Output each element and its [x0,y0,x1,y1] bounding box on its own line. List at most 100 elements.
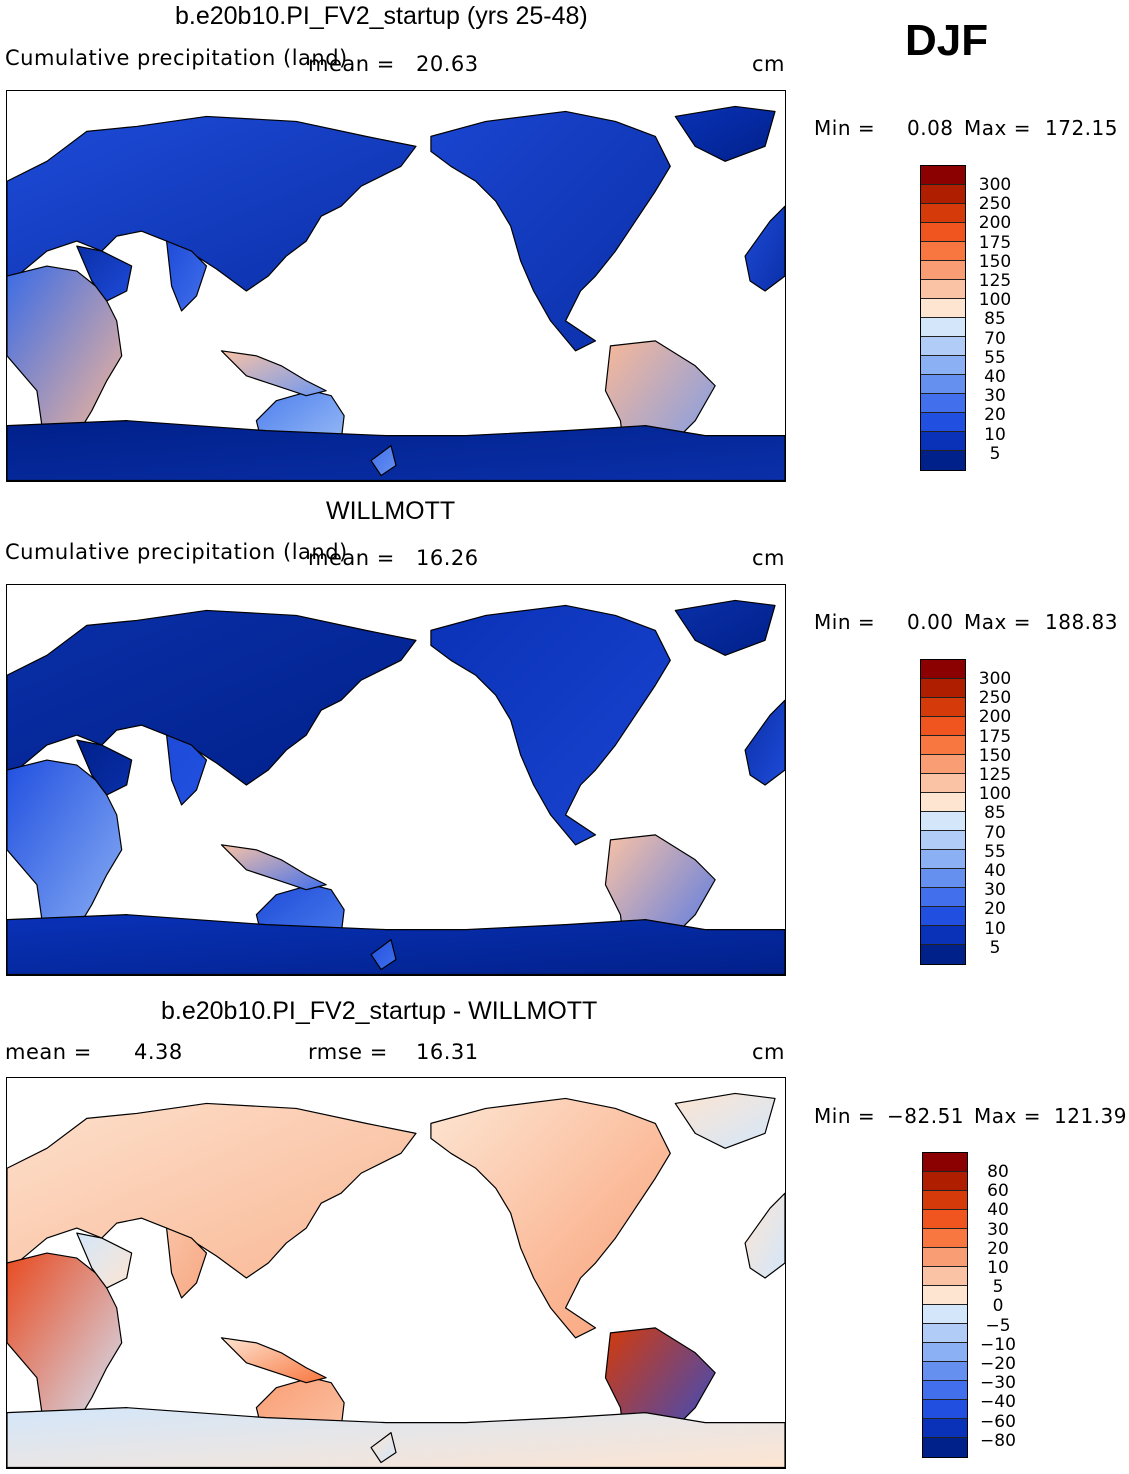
colorbar-tick-label: 175 [978,726,1012,747]
panel-3-min-value: −82.51 [887,1104,965,1128]
landmass-nz [370,444,397,477]
panel-1-max-value: 172.15 [1045,116,1118,140]
panel-2-max-label: Max = [964,610,1031,634]
colorbar-tick-label: 0 [992,1296,1004,1317]
panel-1-variable: Cumulative precipitation (land) [5,46,348,70]
panel-3-rmse-label: rmse = [308,1040,388,1064]
panel-3-mean-label: mean = [5,1040,92,1064]
colorbar-swatch [921,242,965,261]
panel-3-units: cm [752,1040,786,1064]
landmass-se-asia [220,844,327,891]
colorbar-swatch [923,1305,967,1324]
landmass-eurasia [7,115,417,292]
colorbar-tick-label: 250 [978,194,1012,215]
landmass-europe-west [744,205,785,292]
panel-2-max-value: 188.83 [1045,610,1118,634]
colorbar-swatch [921,375,965,394]
colorbar-tick-label: −20 [980,1354,1016,1374]
panel-2-mean-label: mean = [308,546,395,570]
colorbar-swatch [923,1267,967,1286]
colorbar-swatch [921,299,965,318]
colorbar-tick-label: 40 [987,1200,1009,1221]
world-map-diff [7,1092,785,1468]
colorbar-tick-label: 70 [984,822,1006,843]
landmass-nz [370,1431,397,1464]
colorbar-tick-label: 150 [978,251,1012,272]
colorbar-tick-label: 200 [978,213,1012,234]
season-label: DJF [905,16,989,65]
colorbar-swatch [921,736,965,755]
colorbar-tick-label: 125 [978,271,1012,291]
panel-3-colorbar [922,1152,968,1458]
colorbar-swatch [921,413,965,432]
colorbar-swatch [921,318,965,337]
landmass-africa [7,759,123,941]
panel-1-min-value: 0.08 [907,116,954,140]
landmass-india [165,734,208,806]
colorbar-swatch [921,660,965,679]
panel-1-min-label: Min = [814,116,876,140]
colorbar-tick-label: 70 [984,328,1006,349]
colorbar-tick-label: −5 [985,1315,1011,1336]
colorbar-swatch [921,793,965,812]
landmass-arabia [76,245,133,302]
panel-3-mean-value: 4.38 [134,1040,183,1064]
panel-2-variable: Cumulative precipitation (land) [5,540,348,564]
colorbar-swatch [923,1381,967,1400]
colorbar-swatch [921,166,965,185]
landmass-se-asia [220,350,327,397]
colorbar-swatch [921,394,965,413]
colorbar-tick-label: 10 [984,424,1006,445]
landmass-india [165,240,208,312]
panel-3-rmse-value: 16.31 [416,1040,479,1064]
colorbar-swatch [923,1248,967,1267]
colorbar-swatch [921,717,965,736]
colorbar-swatch [921,812,965,831]
landmass-india [165,1227,208,1299]
landmass-greenland [674,599,776,656]
panel-2-min-label: Min = [814,610,876,634]
colorbar-tick-label: 85 [984,803,1006,824]
colorbar-tick-label: 20 [984,899,1006,920]
colorbar-swatch [921,831,965,850]
landmass-north-america [430,1097,671,1339]
colorbar-tick-label: 10 [984,918,1006,939]
panel-2-title: WILLMOTT [326,497,456,525]
colorbar-swatch [923,1362,967,1381]
landmass-antarctica [7,914,785,975]
colorbar-tick-label: 100 [978,290,1012,311]
panel-2-map [6,584,786,976]
colorbar-tick-label: 55 [984,347,1006,368]
colorbar-swatch [923,1419,967,1438]
panel-3-min-label: Min = [814,1104,876,1128]
panel-2-min-value: 0.00 [907,610,954,634]
panel-1-units: cm [752,52,786,76]
world-map-model [7,105,785,481]
colorbar-swatch [923,1172,967,1191]
landmass-eurasia [7,609,417,786]
colorbar-tick-label: 200 [978,707,1012,728]
landmass-arabia [76,1232,133,1289]
panel-1-mean-value: 20.63 [416,52,479,76]
panel-3-title: b.e20b10.PI_FV2_startup - WILLMOTT [161,997,598,1025]
colorbar-swatch [921,261,965,280]
colorbar-tick-label: 5 [992,1277,1004,1298]
landmass-se-asia [220,1337,327,1384]
landmass-north-america [430,604,671,846]
colorbar-tick-label: 10 [987,1258,1009,1278]
colorbar-swatch [921,850,965,869]
colorbar-tick-label: 20 [984,405,1006,426]
colorbar-swatch [921,679,965,698]
colorbar-swatch [921,698,965,717]
panel-2-units: cm [752,546,786,570]
landmass-europe-west [744,1192,785,1279]
colorbar-tick-label: 125 [978,765,1012,785]
colorbar-tick-label: 80 [987,1162,1009,1182]
colorbar-tick-label: 55 [984,841,1006,862]
colorbar-swatch [921,945,965,964]
colorbar-tick-label: 40 [984,367,1006,387]
colorbar-swatch [921,888,965,907]
colorbar-swatch [923,1229,967,1248]
colorbar-tick-label: −80 [980,1430,1016,1451]
colorbar-swatch [923,1400,967,1419]
